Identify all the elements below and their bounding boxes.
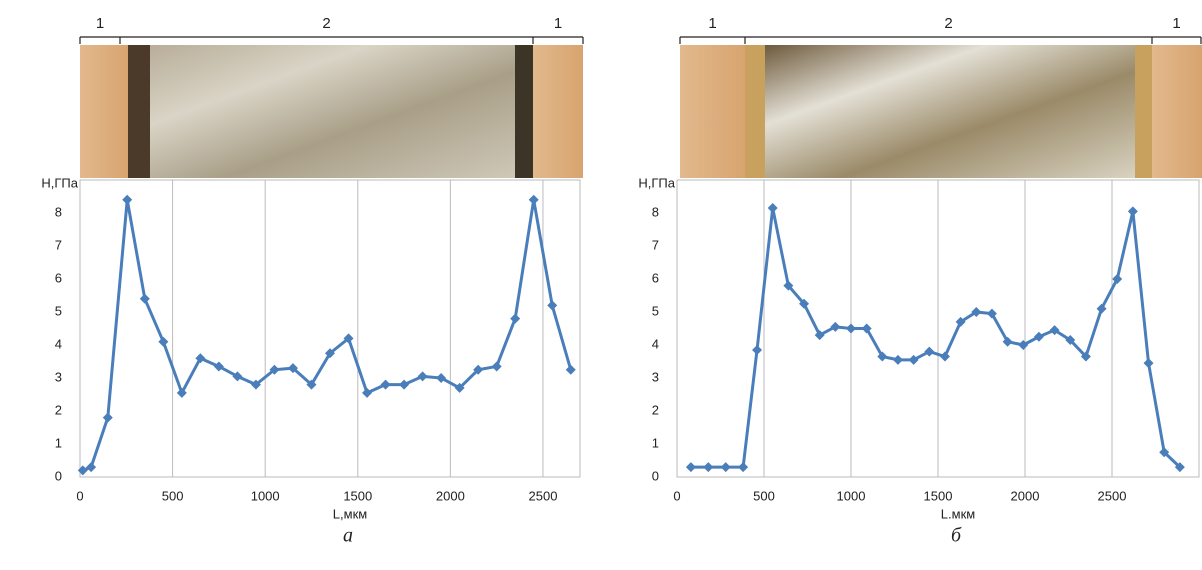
y-tick-label: 6 xyxy=(652,270,659,285)
data-point xyxy=(381,380,391,390)
y-tick-label: 7 xyxy=(652,237,659,252)
zone-label: 1 xyxy=(554,15,562,32)
data-point xyxy=(140,294,150,304)
x-axis-title: L,мкм xyxy=(333,506,367,521)
data-point xyxy=(1128,206,1138,216)
data-point xyxy=(768,203,778,213)
data-point xyxy=(703,462,713,472)
x-tick-label: 500 xyxy=(162,488,184,503)
data-point xyxy=(78,465,88,475)
data-point xyxy=(1144,358,1154,368)
y-tick-label: 1 xyxy=(55,435,62,450)
zone-label: 1 xyxy=(708,15,716,32)
y-tick-label: 7 xyxy=(55,237,62,252)
y-tick-label: 8 xyxy=(55,204,62,219)
page: 12105001000150020002500012345678H,ГПаL,м… xyxy=(0,0,1202,570)
y-tick-label: 8 xyxy=(652,204,659,219)
x-axis-title: L.мкм xyxy=(941,506,975,521)
data-point xyxy=(738,462,748,472)
y-tick-label: 2 xyxy=(55,402,62,417)
data-point xyxy=(122,195,132,205)
y-tick-label: 6 xyxy=(55,270,62,285)
zone-label: 2 xyxy=(944,15,952,32)
figure: 12105001000150020002500012345678H,ГПаL,м… xyxy=(0,0,1202,570)
zone-label: 1 xyxy=(96,15,104,32)
data-point xyxy=(547,300,557,310)
data-point xyxy=(492,361,502,371)
data-point xyxy=(686,462,696,472)
y-tick-label: 4 xyxy=(652,336,659,351)
x-tick-label: 1500 xyxy=(924,488,953,503)
y-tick-label: 3 xyxy=(652,369,659,384)
zone-label: 1 xyxy=(1172,15,1180,32)
x-tick-label: 1000 xyxy=(251,488,280,503)
micrograph-a xyxy=(80,45,583,178)
data-point xyxy=(566,365,576,375)
data-point xyxy=(721,462,731,472)
x-tick-label: 2000 xyxy=(1011,488,1040,503)
data-point xyxy=(893,355,903,365)
y-tick-label: 4 xyxy=(55,336,62,351)
y-tick-label: 0 xyxy=(55,468,62,483)
y-axis-title: H,ГПа xyxy=(41,175,78,190)
data-point xyxy=(362,388,372,398)
x-tick-label: 1000 xyxy=(837,488,866,503)
x-tick-label: 2000 xyxy=(436,488,465,503)
data-point xyxy=(510,314,520,324)
x-tick-label: 0 xyxy=(673,488,680,503)
data-point xyxy=(103,413,113,423)
y-tick-label: 5 xyxy=(652,303,659,318)
data-point xyxy=(86,462,96,472)
caption: а xyxy=(343,525,353,547)
data-point xyxy=(399,380,409,390)
zone-label: 2 xyxy=(322,15,330,32)
y-tick-label: 0 xyxy=(652,468,659,483)
x-tick-label: 1500 xyxy=(343,488,372,503)
y-tick-label: 5 xyxy=(55,303,62,318)
data-point xyxy=(752,345,762,355)
data-line xyxy=(83,200,571,471)
data-point xyxy=(158,337,168,347)
x-tick-label: 0 xyxy=(76,488,83,503)
x-tick-label: 2500 xyxy=(529,488,558,503)
micrograph-b xyxy=(680,45,1202,178)
y-tick-label: 3 xyxy=(55,369,62,384)
data-point xyxy=(418,371,428,381)
y-tick-label: 2 xyxy=(652,402,659,417)
data-point xyxy=(529,195,539,205)
data-point xyxy=(940,352,950,362)
x-tick-label: 500 xyxy=(753,488,775,503)
caption: б xyxy=(951,525,962,547)
y-tick-label: 1 xyxy=(652,435,659,450)
plot-frame xyxy=(80,180,580,477)
y-axis-title: H,ГПа xyxy=(638,175,675,190)
data-point xyxy=(846,324,856,334)
x-tick-label: 2500 xyxy=(1098,488,1127,503)
